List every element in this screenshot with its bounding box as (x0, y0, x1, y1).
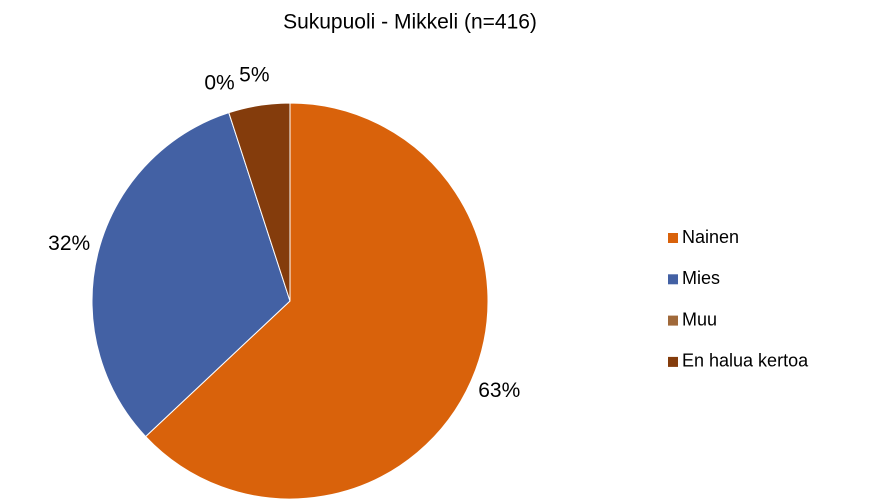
legend-swatch (668, 315, 678, 326)
legend-swatch (668, 274, 678, 285)
legend-label: Muu (682, 309, 717, 329)
data-label: 5% (239, 63, 269, 86)
legend-label: Mies (682, 268, 720, 288)
pie-slice (91, 112, 291, 438)
legend-label: Nainen (682, 227, 739, 247)
pie-slice (144, 102, 489, 499)
data-label: 63% (478, 379, 520, 402)
pie-slice (228, 102, 291, 302)
chart-title: Sukupuoli - Mikkeli (n=416) (283, 11, 537, 34)
data-label: 32% (48, 232, 90, 255)
legend-label: En halua kertoa (682, 351, 809, 371)
legend-swatch (668, 356, 678, 367)
legend-swatch (668, 233, 678, 243)
data-label: 0% (204, 72, 234, 95)
